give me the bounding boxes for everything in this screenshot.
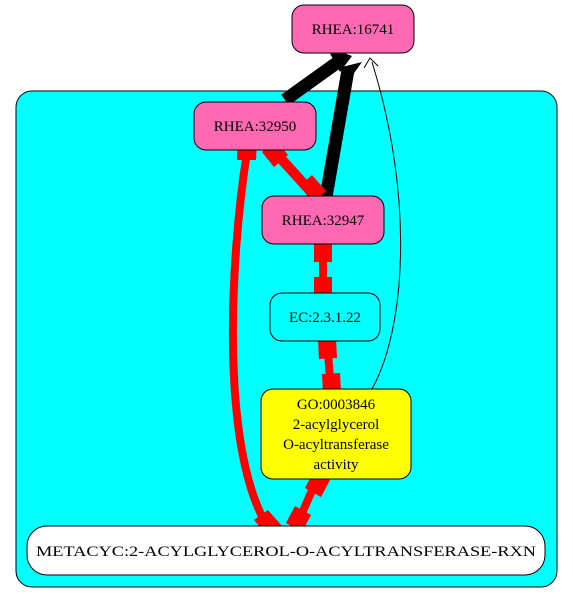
edge-rhea32947-ec	[314, 242, 332, 296]
node-rhea-32950-label: RHEA:32950	[214, 119, 297, 135]
node-go-line1: GO:0003846	[297, 397, 376, 413]
node-metacyc-box	[26, 525, 546, 576]
node-go-line3: O-acyltransferase	[283, 437, 389, 453]
node-go[interactable]: GO:0003846 2-acylglycerol O-acyltransfer…	[260, 388, 412, 480]
node-rhea-16741-box	[291, 4, 415, 54]
node-rhea-16741[interactable]: RHEA:16741	[291, 4, 415, 54]
node-go-line4: activity	[314, 457, 359, 473]
node-rhea-16741-label: RHEA:16741	[312, 22, 395, 38]
node-ec-label: EC:2.3.1.22	[289, 310, 361, 326]
edge-rhea32947-to-rhea16741	[319, 62, 362, 199]
node-metacyc[interactable]: METACYC:2-ACYLGLYCEROL-O-ACYLTRANSFERASE…	[26, 525, 546, 576]
node-rhea-32950[interactable]: RHEA:32950	[193, 101, 317, 151]
node-metacyc-label: METACYC:2-ACYLGLYCEROL-O-ACYLTRANSFERASE…	[36, 544, 536, 560]
node-rhea-32947-box	[261, 195, 385, 245]
node-rhea-32947[interactable]: RHEA:32947	[261, 195, 385, 245]
node-rhea-32947-label: RHEA:32947	[282, 213, 365, 229]
node-ec[interactable]: EC:2.3.1.22	[269, 292, 381, 342]
node-ec-box	[269, 292, 381, 342]
node-rhea-32950-box	[193, 101, 317, 151]
node-go-box	[260, 388, 412, 480]
node-go-line2: 2-acylglycerol	[293, 417, 380, 433]
edge-go-to-rhea16741	[363, 57, 402, 390]
